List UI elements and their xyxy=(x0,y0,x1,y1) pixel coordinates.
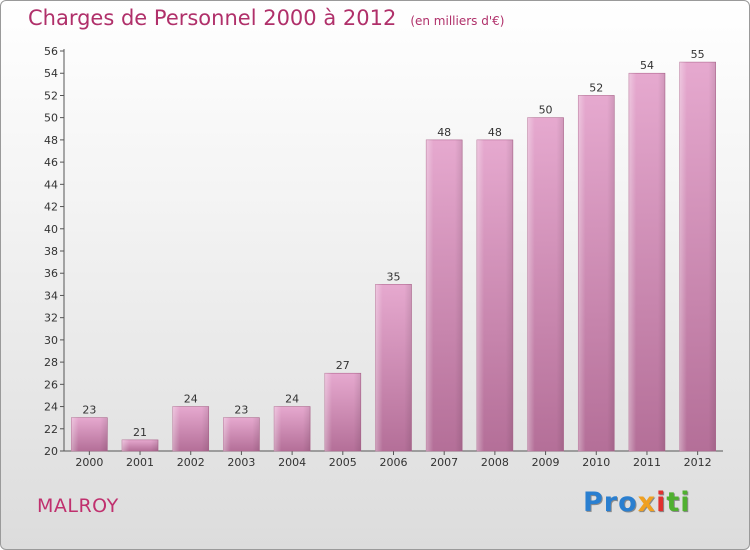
bar-value-label: 48 xyxy=(437,126,451,139)
x-tick-label: 2007 xyxy=(430,456,458,469)
bar-shade-2009 xyxy=(527,117,564,452)
y-tick-label: 22 xyxy=(44,423,58,436)
x-tick-label: 2009 xyxy=(532,456,560,469)
y-tick-label: 30 xyxy=(44,334,58,347)
bar-value-label: 27 xyxy=(336,359,350,372)
bar-value-label: 23 xyxy=(82,404,96,417)
bar-shade-2002 xyxy=(172,406,209,451)
chart-title-text: Charges de Personnel 2000 à 2012 xyxy=(28,6,397,30)
x-tick-label: 2010 xyxy=(582,456,610,469)
y-tick-label: 40 xyxy=(44,223,58,236)
y-tick-label: 34 xyxy=(44,289,58,302)
x-tick-label: 2006 xyxy=(380,456,408,469)
y-tick-label: 42 xyxy=(44,201,58,214)
bar-shade-2012 xyxy=(679,62,716,451)
bar-value-label: 24 xyxy=(285,393,299,406)
logo-part: x xyxy=(637,487,657,518)
y-tick-label: 32 xyxy=(44,312,58,325)
bar-shade-2005 xyxy=(324,373,361,451)
bar-shade-2007 xyxy=(426,139,463,451)
logo-part: i xyxy=(656,487,667,518)
x-tick-label: 2008 xyxy=(481,456,509,469)
bar-value-label: 55 xyxy=(691,48,705,61)
x-tick-label: 2004 xyxy=(278,456,306,469)
bar-shade-2001 xyxy=(122,439,159,451)
bars: 23 21 24 23 24 27 35 48 48 50 52 54 55 xyxy=(71,48,716,452)
x-tick-label: 2012 xyxy=(684,456,712,469)
bar-value-label: 35 xyxy=(387,270,401,283)
x-tick-label: 2003 xyxy=(227,456,255,469)
bar-value-label: 48 xyxy=(488,126,502,139)
bar-shade-2004 xyxy=(274,406,311,451)
bar-shade-2000 xyxy=(71,417,108,451)
y-tick-label: 38 xyxy=(44,245,58,258)
y-tick-label: 52 xyxy=(44,89,58,102)
y-tick-label: 44 xyxy=(44,178,58,191)
y-tick-label: 56 xyxy=(44,45,58,58)
chart-title: Charges de Personnel 2000 à 2012 (en mill… xyxy=(28,6,504,30)
y-tick-label: 20 xyxy=(44,445,58,458)
y-tick-label: 28 xyxy=(44,356,58,369)
bar-shade-2010 xyxy=(578,95,615,451)
y-tick-label: 46 xyxy=(44,156,58,169)
x-tick-label: 2001 xyxy=(126,456,154,469)
proxiti-logo[interactable]: Proxiti xyxy=(583,487,691,518)
bar-shade-2006 xyxy=(375,284,412,451)
bar-shade-2003 xyxy=(223,417,260,451)
y-tick-label: 26 xyxy=(44,378,58,391)
city-name: MALROY xyxy=(37,495,119,517)
bar-value-label: 50 xyxy=(539,104,553,117)
bar-value-label: 54 xyxy=(640,59,654,72)
x-tick-label: 2000 xyxy=(75,456,103,469)
y-tick-label: 54 xyxy=(44,67,58,80)
y-tick-label: 48 xyxy=(44,134,58,147)
x-tick-label: 2011 xyxy=(633,456,661,469)
y-tick-label: 24 xyxy=(44,401,58,414)
x-axis: 2000 2001 2002 2003 2004 2005 2006 2007 2008 2009… xyxy=(64,450,723,469)
bar-value-label: 21 xyxy=(133,426,147,439)
bar-value-label: 52 xyxy=(589,81,603,94)
chart-subtitle: (en milliers d'€) xyxy=(410,14,505,28)
logo-part: ti xyxy=(666,487,691,518)
bar-value-label: 23 xyxy=(234,404,248,417)
y-tick-label: 50 xyxy=(44,112,58,125)
bar-shade-2008 xyxy=(476,139,513,451)
logo-part: Pro xyxy=(583,487,638,518)
x-tick-label: 2005 xyxy=(329,456,357,469)
y-tick-label: 36 xyxy=(44,267,58,280)
y-axis: 20 22 24 26 28 30 32 34 36 38 40 42 44 46 48 50 52 54 56 xyxy=(44,45,65,458)
bar-shade-2011 xyxy=(628,73,665,451)
x-tick-label: 2002 xyxy=(177,456,205,469)
bar-value-label: 24 xyxy=(184,393,198,406)
